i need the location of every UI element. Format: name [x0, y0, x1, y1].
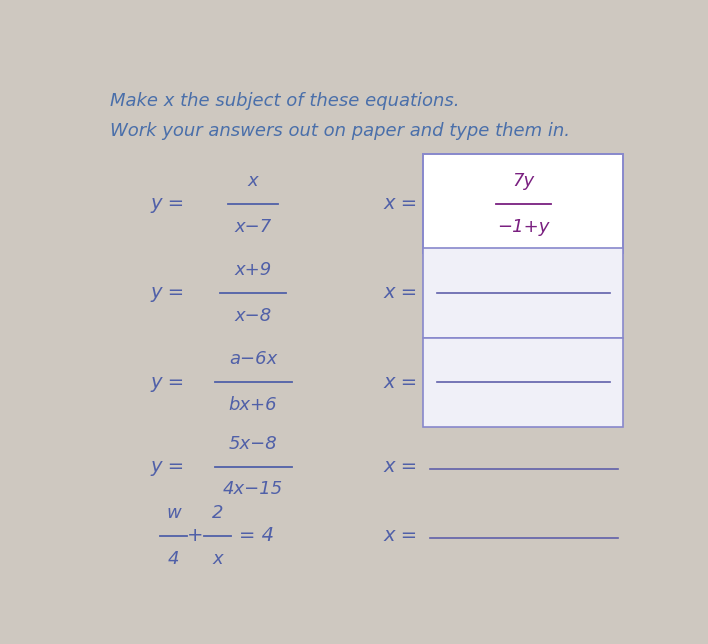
- Text: y =: y =: [150, 194, 185, 213]
- FancyBboxPatch shape: [423, 337, 624, 427]
- Text: x: x: [212, 550, 223, 568]
- Text: −1+y: −1+y: [497, 218, 549, 236]
- Text: x =: x =: [384, 457, 418, 476]
- Text: x: x: [248, 172, 258, 190]
- Text: = 4: = 4: [239, 526, 275, 545]
- Text: Make x the subject of these equations.: Make x the subject of these equations.: [110, 92, 460, 110]
- Text: x =: x =: [384, 373, 418, 392]
- Text: a−6x: a−6x: [229, 350, 278, 368]
- Text: y =: y =: [150, 457, 185, 476]
- FancyBboxPatch shape: [423, 249, 624, 337]
- FancyBboxPatch shape: [423, 154, 624, 253]
- Text: x−7: x−7: [234, 218, 272, 236]
- Text: y =: y =: [150, 283, 185, 303]
- Text: +: +: [187, 526, 204, 545]
- Text: x =: x =: [384, 526, 418, 545]
- Text: x =: x =: [384, 283, 418, 303]
- Text: 5x−8: 5x−8: [229, 435, 278, 453]
- Text: x−8: x−8: [234, 307, 272, 325]
- Text: y =: y =: [150, 373, 185, 392]
- Text: x =: x =: [384, 194, 418, 213]
- Text: 2: 2: [212, 504, 223, 522]
- Text: 4x−15: 4x−15: [223, 480, 283, 498]
- Text: Work your answers out on paper and type them in.: Work your answers out on paper and type …: [110, 122, 571, 140]
- Text: bx+6: bx+6: [229, 396, 278, 414]
- Text: 7y: 7y: [513, 172, 535, 190]
- Text: 4: 4: [168, 550, 179, 568]
- Text: x+9: x+9: [234, 261, 272, 279]
- Text: w: w: [166, 504, 181, 522]
